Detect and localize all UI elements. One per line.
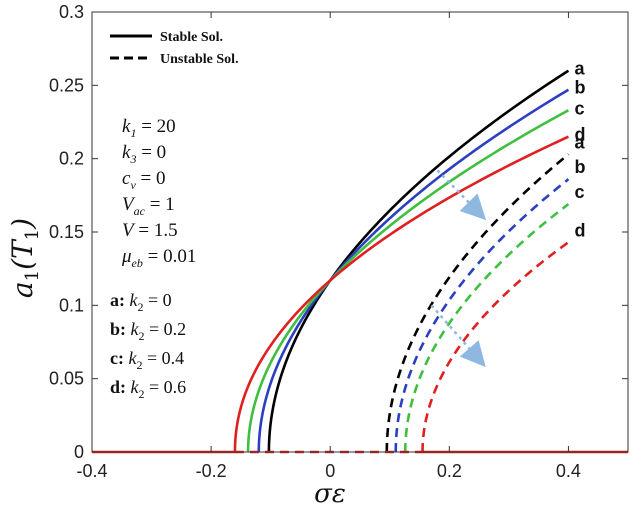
legend-label: Stable Sol. [160, 30, 223, 45]
x-axis-label: σε [314, 479, 346, 509]
unstable-curve-b [394, 178, 570, 453]
y-axis-label-close: ) [6, 218, 39, 230]
stable-tag-a: a [574, 59, 585, 79]
y-tick-label: 0.3 [59, 2, 84, 22]
parameter: cv = 0 [122, 168, 165, 192]
y-axis-label-main: a [6, 281, 39, 298]
unstable-tag-b: b [574, 157, 585, 177]
k2-case-d: d: k2 = 0.6 [110, 377, 186, 401]
x-tick-label: 0 [325, 461, 335, 481]
x-tick-label: -0.2 [196, 461, 227, 481]
k2-cases-block: a: k2 = 0 b: k2 = 0.2 c: k2 = 0.4 d: k2 = 0… [110, 290, 186, 401]
k2-case-b: b: k2 = 0.2 [110, 319, 186, 343]
parameter: Vac = 1 [122, 194, 175, 218]
y-tick-label: 0.15 [49, 222, 84, 242]
parameter: k1 = 20 [122, 116, 176, 140]
stable-tag-c: c [574, 98, 584, 118]
ticks-layer: -0.4 -0.2 0 0.2 0.4 0 0.05 0.1 0.15 0.2 0.25 0.3 [49, 2, 628, 481]
y-tick-label: 0 [74, 442, 84, 462]
k2-case-a: a: k2 = 0 [110, 290, 172, 314]
parameter: k3 = 0 [122, 142, 166, 166]
y-axis-label-arg-sub: 1 [22, 229, 43, 240]
y-tick-label: 0.2 [59, 149, 84, 169]
parameter: μeb = 0.01 [121, 246, 196, 270]
unstable-tag-a: a [574, 132, 585, 152]
legend: Stable Sol. Unstable Sol. [110, 30, 239, 67]
stable-tag-b: b [574, 78, 585, 98]
k2-case-c: c: k2 = 0.4 [110, 348, 184, 372]
unstable-curve-a [385, 153, 570, 453]
y-tick-label: 0.1 [59, 295, 84, 315]
unstable-tag-c: c [574, 182, 584, 202]
legend-label: Unstable Sol. [160, 52, 239, 67]
y-tick-label: 0.05 [49, 369, 84, 389]
stable-tag-d: d [574, 125, 585, 145]
x-tick-label: 0.2 [437, 461, 462, 481]
y-axis-label-arg: (T [6, 238, 39, 270]
stable-curve-b [257, 88, 570, 453]
x-tick-label: 0.4 [556, 461, 581, 481]
curves-layer [92, 69, 628, 454]
unstable-tag-d: d [574, 220, 585, 240]
trend-arrow [436, 169, 487, 221]
stable-curve-c [246, 109, 570, 453]
y-axis-label: a1(T1) [6, 218, 43, 298]
unstable-curve-d [421, 241, 570, 453]
x-tick-label: -0.4 [76, 461, 107, 481]
parameter: V = 1.5 [122, 220, 178, 241]
stable-curve-a [267, 69, 570, 453]
stable-curve-d [233, 135, 569, 453]
unstable-curve-c [403, 203, 570, 453]
trend-arrow [430, 304, 486, 368]
y-axis-label-sub: 1 [22, 270, 43, 281]
y-tick-label: 0.25 [49, 75, 84, 95]
